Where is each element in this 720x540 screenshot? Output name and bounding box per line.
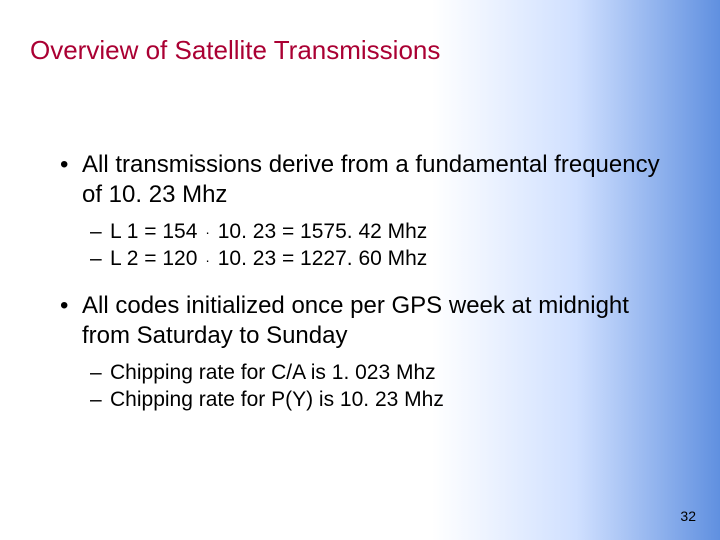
sub-suffix: 10. 23 = 1227. 60 Mhz [212, 247, 427, 270]
sub-prefix: Chipping rate for P(Y) is 10. 23 Mhz [110, 388, 444, 411]
page-number: 32 [680, 508, 696, 524]
sub-item: Chipping rate for C/A is 1. 023 Mhz [60, 359, 680, 386]
sub-prefix: L 2 = 120 [110, 247, 197, 270]
sub-group: L 1 = 154 · 10. 23 = 1575. 42 Mhz L 2 = … [60, 218, 680, 273]
slide-container: Overview of Satellite Transmissions All … [0, 0, 720, 540]
sub-item: L 1 = 154 · 10. 23 = 1575. 42 Mhz [60, 218, 680, 245]
sub-item: L 2 = 120 · 10. 23 = 1227. 60 Mhz [60, 245, 680, 272]
slide-title: Overview of Satellite Transmissions [30, 35, 440, 66]
bullet-item: All codes initialized once per GPS week … [60, 291, 680, 351]
sub-prefix: Chipping rate for C/A is 1. 023 Mhz [110, 361, 436, 384]
bullet-text: All codes initialized once per GPS week … [82, 292, 629, 349]
sub-item: Chipping rate for P(Y) is 10. 23 Mhz [60, 386, 680, 413]
multiply-dot-icon: · [203, 252, 212, 268]
sub-suffix: 10. 23 = 1575. 42 Mhz [212, 220, 427, 243]
sub-prefix: L 1 = 154 [110, 220, 197, 243]
multiply-dot-icon: · [203, 224, 212, 240]
bullet-item: All transmissions derive from a fundamen… [60, 150, 680, 210]
sub-group: Chipping rate for C/A is 1. 023 Mhz Chip… [60, 359, 680, 414]
bullet-text: All transmissions derive from a fundamen… [82, 151, 660, 208]
slide-body: All transmissions derive from a fundamen… [60, 150, 680, 431]
